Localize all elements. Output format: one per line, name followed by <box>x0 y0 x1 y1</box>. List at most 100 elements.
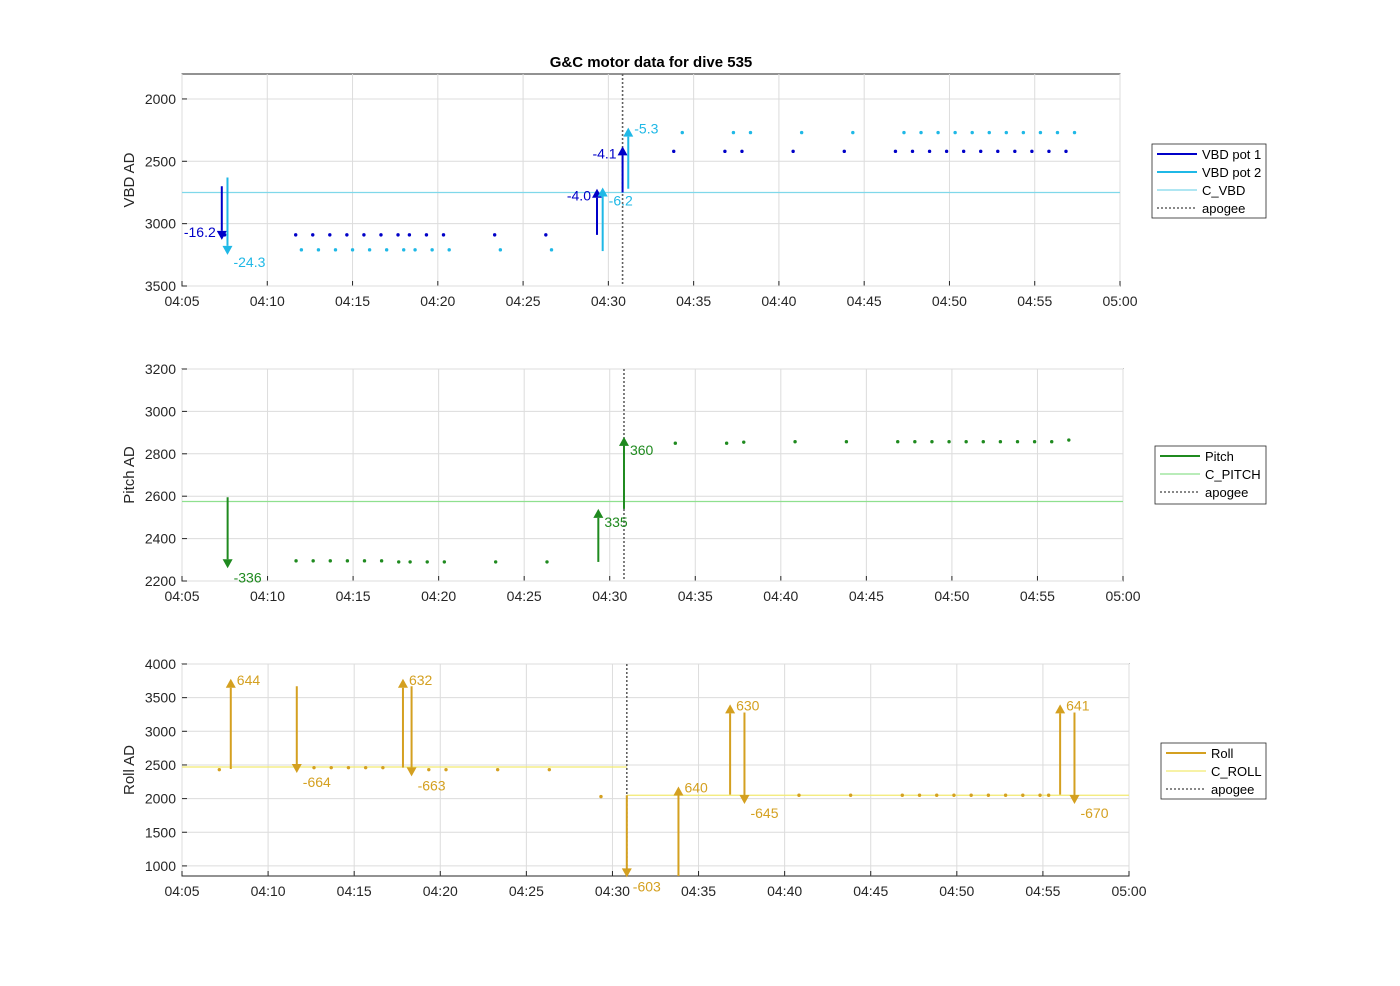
arrow-label: 632 <box>409 672 433 688</box>
legend-entry: Roll <box>1211 746 1234 761</box>
arrow-head <box>623 127 634 137</box>
data-point <box>547 767 552 772</box>
data-point <box>495 767 500 772</box>
arrow-head <box>222 559 233 569</box>
data-point <box>748 130 753 135</box>
arrow-head <box>291 764 302 774</box>
data-point <box>424 233 429 237</box>
data-point <box>981 440 985 444</box>
data-point <box>328 233 332 237</box>
x-tick-label: 04:45 <box>849 588 884 604</box>
data-point <box>961 149 966 154</box>
arrow-head <box>1055 704 1066 714</box>
x-tick-label: 04:10 <box>251 883 286 899</box>
data-point <box>545 560 549 564</box>
data-point <box>413 248 417 252</box>
data-point <box>799 130 804 135</box>
legend-entry: C_PITCH <box>1205 467 1261 482</box>
y-tick-label: 2500 <box>145 153 176 169</box>
data-point <box>498 248 503 252</box>
data-point <box>345 559 350 563</box>
x-tick-label: 04:40 <box>763 588 798 604</box>
data-point <box>848 793 853 797</box>
data-point <box>379 233 383 237</box>
y-tick-label: 3000 <box>145 216 176 232</box>
arrow-label: -603 <box>633 878 661 894</box>
x-tick-label: 05:00 <box>1111 883 1146 899</box>
arrow-label: -6.2 <box>609 192 633 208</box>
data-point <box>427 767 431 772</box>
chart-title: G&C motor data for dive 535 <box>550 54 753 71</box>
data-point <box>740 149 744 154</box>
arrow-head <box>725 704 736 714</box>
x-tick-label: 04:40 <box>761 293 796 309</box>
arrow-head <box>673 786 684 796</box>
x-tick-label: 05:00 <box>1102 293 1137 309</box>
x-tick-label: 04:25 <box>509 883 544 899</box>
arrow-head <box>222 245 233 255</box>
arrow-label: -16.2 <box>184 224 216 240</box>
data-point <box>723 149 727 154</box>
data-point <box>492 233 497 237</box>
data-point <box>797 793 801 797</box>
x-tick-label: 04:45 <box>847 293 882 309</box>
data-point <box>1038 793 1042 797</box>
plot-area <box>181 663 1130 877</box>
data-point <box>316 248 321 252</box>
plot-area <box>181 73 1121 287</box>
data-point <box>599 794 603 799</box>
arrow-label: -24.3 <box>233 254 265 270</box>
x-tick-label: 04:30 <box>591 293 626 309</box>
legend-entry: C_ROLL <box>1211 764 1262 779</box>
arrow-label: -645 <box>750 805 778 821</box>
y-tick-label: 2400 <box>145 531 176 547</box>
data-point <box>1032 440 1037 444</box>
data-point <box>998 440 1003 444</box>
x-tick-label: 04:55 <box>1020 588 1055 604</box>
data-point <box>936 130 940 135</box>
arrow-head <box>621 868 632 878</box>
data-point <box>544 233 548 237</box>
data-point <box>935 793 939 797</box>
data-point <box>1038 130 1043 135</box>
arrow-label: 641 <box>1066 697 1090 713</box>
x-tick-label: 04:15 <box>335 293 370 309</box>
legend-entry: VBD pot 1 <box>1202 147 1261 162</box>
data-point <box>442 560 447 564</box>
data-point <box>362 233 366 237</box>
y-axis-label: Roll AD <box>121 745 138 795</box>
x-tick-label: 04:20 <box>420 293 455 309</box>
plot-area <box>181 368 1124 582</box>
data-point <box>397 560 401 564</box>
y-axis-label: VBD AD <box>121 152 138 207</box>
y-tick-label: 2500 <box>145 757 176 773</box>
arrow-label: -336 <box>234 569 262 585</box>
legend-entry: VBD pot 2 <box>1202 165 1261 180</box>
data-point <box>724 441 729 445</box>
data-point <box>969 793 973 797</box>
x-tick-label: 04:05 <box>164 293 199 309</box>
data-point <box>362 559 367 563</box>
data-point <box>1013 149 1017 154</box>
y-axis-label: Pitch AD <box>121 446 138 504</box>
x-tick-label: 04:35 <box>681 883 716 899</box>
arrow-label: -4.1 <box>592 145 616 161</box>
arrow-label: 640 <box>684 779 708 795</box>
data-point <box>367 248 372 252</box>
data-point <box>329 765 333 770</box>
data-point <box>1050 440 1054 444</box>
arrow-label: -4.0 <box>567 188 591 204</box>
arrow-head <box>597 187 608 197</box>
data-point <box>299 248 304 252</box>
data-point <box>673 441 678 445</box>
data-point <box>930 440 934 444</box>
data-point <box>680 130 684 135</box>
data-point <box>996 149 1000 154</box>
x-tick-label: 04:15 <box>336 588 371 604</box>
arrow-head <box>225 678 236 688</box>
data-point <box>964 440 968 444</box>
data-point <box>345 233 349 237</box>
data-point <box>384 248 389 252</box>
